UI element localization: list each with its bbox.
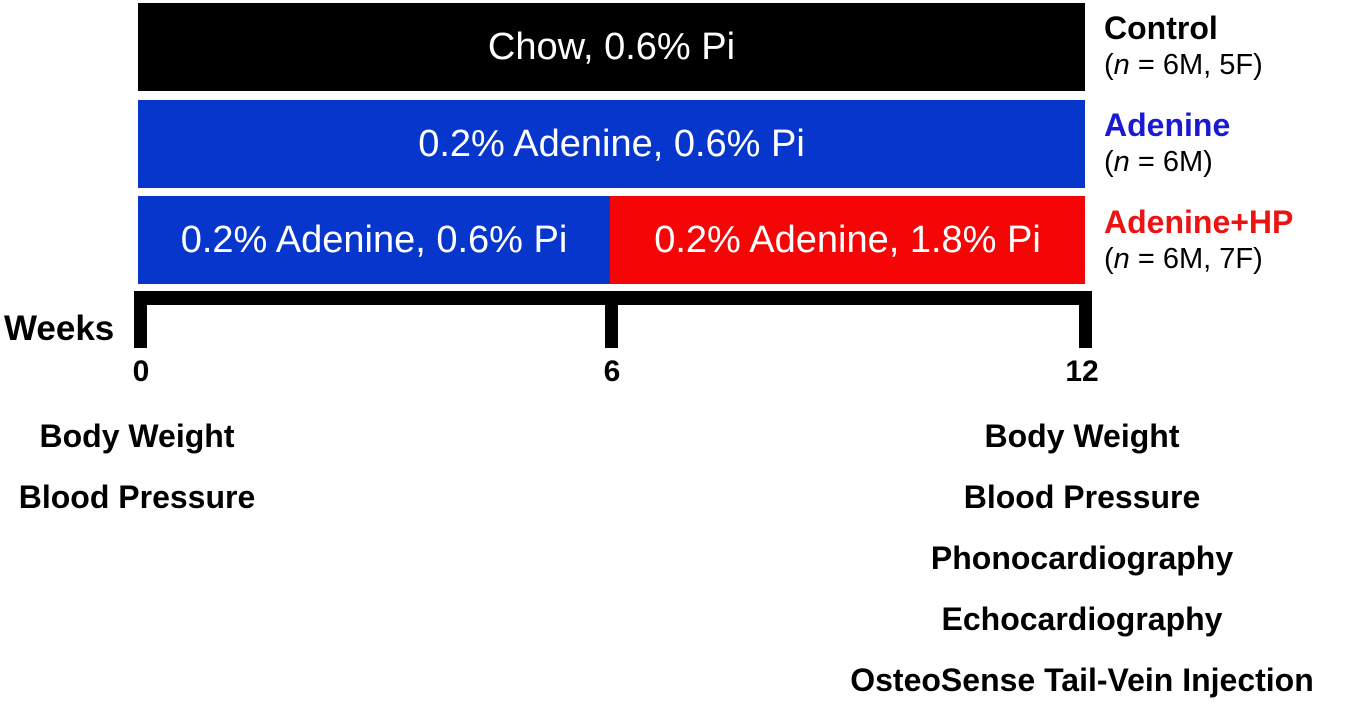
assessment-item: Phonocardiography xyxy=(930,540,1234,576)
assessment-item: Echocardiography xyxy=(941,601,1223,637)
tick-week-12 xyxy=(1079,291,1092,348)
assessment-item: OsteoSense Tail-Vein Injection xyxy=(850,662,1314,698)
weeks-axis-label: Weeks xyxy=(4,309,115,348)
adenine-hp-bar: 0.2% Adenine, 0.6% Pi 0.2% Adenine, 1.8%… xyxy=(138,196,1085,284)
control-group-n: (n = 6M, 5F) xyxy=(1104,49,1263,81)
tick-label-week-12: 12 xyxy=(1065,355,1099,388)
assessment-item: Body Weight xyxy=(984,418,1180,454)
tick-week-6 xyxy=(605,291,618,348)
week12-assessments: Body Weight Blood Pressure Phonocardiogr… xyxy=(782,406,1350,708)
adenine-hp-group-n: (n = 6M, 7F) xyxy=(1104,243,1263,275)
adenine-group-label: Adenine (n = 6M) xyxy=(1104,106,1230,180)
assessment-item: Blood Pressure xyxy=(963,479,1201,515)
adenine-hp-phase1-segment: 0.2% Adenine, 0.6% Pi xyxy=(138,196,610,284)
control-group-name: Control xyxy=(1104,10,1218,46)
control-bar: Chow, 0.6% Pi xyxy=(138,3,1085,91)
adenine-hp-phase2-segment: 0.2% Adenine, 1.8% Pi xyxy=(610,196,1085,284)
control-group-label: Control (n = 6M, 5F) xyxy=(1104,9,1263,83)
tick-label-week-0: 0 xyxy=(132,355,150,388)
adenine-hp-group-label: Adenine+HP (n = 6M, 7F) xyxy=(1104,203,1293,277)
adenine-diet-segment: 0.2% Adenine, 0.6% Pi xyxy=(138,100,1085,188)
assessment-item: Blood Pressure xyxy=(18,479,256,515)
adenine-group-name: Adenine xyxy=(1104,107,1231,143)
control-diet-segment: Chow, 0.6% Pi xyxy=(138,3,1085,91)
tick-label-week-6: 6 xyxy=(603,355,621,388)
tick-week-0 xyxy=(134,291,147,348)
adenine-bar: 0.2% Adenine, 0.6% Pi xyxy=(138,100,1085,188)
assessment-item: Body Weight xyxy=(39,418,235,454)
week0-assessments: Body Weight Blood Pressure xyxy=(0,406,437,528)
adenine-hp-group-name: Adenine+HP xyxy=(1104,204,1294,240)
adenine-group-n: (n = 6M) xyxy=(1104,146,1213,178)
